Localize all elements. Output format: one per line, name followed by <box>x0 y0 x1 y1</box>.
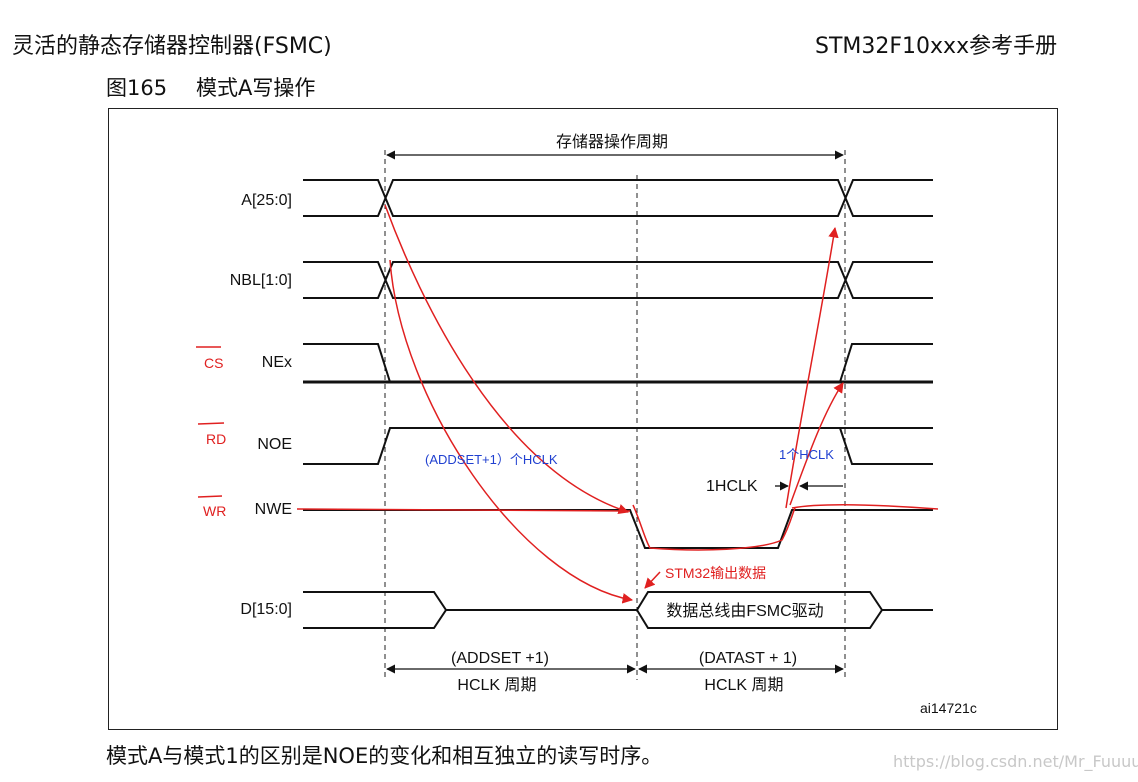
signal-noe: NOE <box>257 436 292 453</box>
nex-waveform <box>303 343 933 384</box>
addset-unit: HCLK 周期 <box>457 676 536 694</box>
cs-annotation: CS <box>204 355 223 371</box>
signal-address: A[25:0] <box>241 192 292 209</box>
figure-number: 图165 <box>106 76 168 100</box>
rd-annotation: RD <box>206 431 226 447</box>
section-header: 灵活的静态存储器控制器(FSMC) <box>12 34 332 59</box>
noe-waveform <box>303 427 933 465</box>
datast-label: (DATAST + 1) <box>699 650 797 667</box>
addset-label: (ADDSET +1) <box>451 650 549 667</box>
figure-title: 模式A写操作 <box>196 76 316 100</box>
wr-annotation: WR <box>203 503 226 519</box>
signal-data: D[15:0] <box>240 601 292 618</box>
address-waveform <box>303 179 933 217</box>
manual-title: STM32F10xxx参考手册 <box>815 34 1058 59</box>
one-hclk-annotation: 1个HCLK <box>779 447 834 462</box>
watermark: https://blog.csdn.net/Mr_Fuuuuuu <box>893 752 1138 771</box>
stm32-output-annotation: STM32输出数据 <box>665 565 766 581</box>
figure-frame <box>108 108 1058 730</box>
hclk-label: 1HCLK <box>706 478 758 495</box>
addset-hclk-annotation: (ADDSET+1）个HCLK <box>425 452 558 467</box>
signal-nbl: NBL[1:0] <box>230 272 292 289</box>
nbl-waveform <box>303 261 933 299</box>
figure-caption: 模式A与模式1的区别是NOE的变化和相互独立的读写时序。 <box>106 744 663 768</box>
signal-nex: NEx <box>262 354 292 371</box>
cycle-label: 存储器操作周期 <box>556 133 668 151</box>
signal-nwe: NWE <box>255 501 292 518</box>
guide-lines <box>384 150 846 680</box>
datast-unit: HCLK 周期 <box>704 676 783 694</box>
red-annotations <box>196 204 939 604</box>
data-waveform <box>303 591 933 629</box>
figure-id: ai14721c <box>920 700 977 716</box>
data-driven-label: 数据总线由FSMC驱动 <box>666 602 823 620</box>
nwe-waveform <box>303 509 933 549</box>
